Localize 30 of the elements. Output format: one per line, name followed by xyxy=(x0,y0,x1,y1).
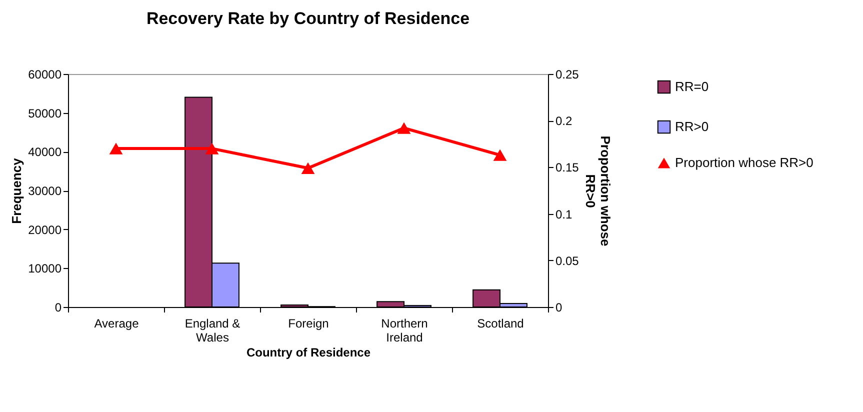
y-tick-label: 50000 xyxy=(28,106,62,120)
point xyxy=(301,162,315,174)
y2-tick-label: 0.25 xyxy=(556,68,580,82)
point xyxy=(109,142,123,154)
y-tick-label: 10000 xyxy=(28,262,62,276)
chart-title: Recovery Rate by Country of Residence xyxy=(146,9,470,28)
y2-tick-label: 0.15 xyxy=(556,160,580,175)
x-tick-label: Northern Ireland xyxy=(381,316,428,344)
y2-tick-label: 0.1 xyxy=(556,207,573,222)
point xyxy=(493,149,507,161)
y-tick-label: 60000 xyxy=(28,68,62,82)
y-tick-label: 20000 xyxy=(28,222,62,237)
y-axis-title: Frequency xyxy=(9,157,24,224)
legend-label: RR>0 xyxy=(675,119,709,134)
x-tick-label: Average xyxy=(94,316,140,330)
legend-label: Proportion whose RR>0 xyxy=(675,155,814,170)
point xyxy=(397,122,411,134)
legend-label: RR=0 xyxy=(675,79,709,94)
y-tick-label: 0 xyxy=(54,300,62,314)
y2-tick-label: 0.05 xyxy=(556,254,580,268)
x-tick-label: Foreign xyxy=(288,316,329,330)
y2-tick-label: 0 xyxy=(556,300,562,314)
x-tick-label: Scotland xyxy=(477,316,524,330)
y2-axis-title: Proportion whose RR>0 xyxy=(582,136,613,246)
x-tick-label: England & Wales xyxy=(184,316,240,344)
x-axis-title: Country of Residence xyxy=(246,346,371,360)
y-tick-label: 40000 xyxy=(28,145,62,160)
y2-tick-label: 0.2 xyxy=(556,114,573,128)
y-tick-label: 30000 xyxy=(28,184,62,198)
point xyxy=(205,142,219,154)
